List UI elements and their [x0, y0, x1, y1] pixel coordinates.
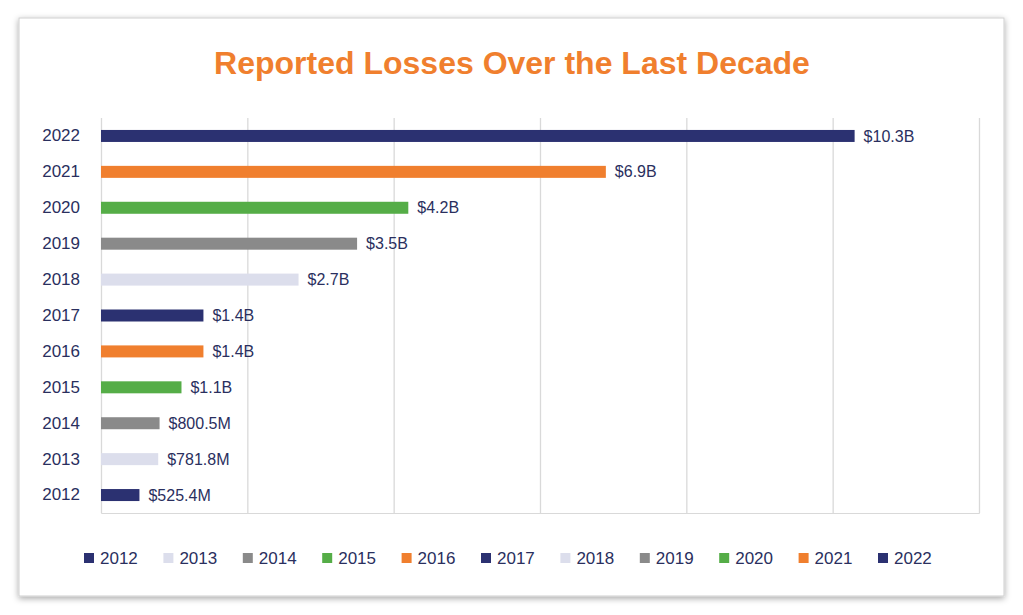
y-tick-label: 2020: [42, 198, 80, 217]
legend-label: 2021: [815, 549, 853, 568]
x-tick: [979, 118, 980, 513]
bar: [101, 130, 855, 142]
legend-swatch: [243, 553, 253, 563]
legend-swatch: [84, 553, 94, 563]
y-tick: 2019: [42, 234, 101, 253]
chart-title: Reported Losses Over the Last Decade: [214, 45, 810, 81]
x-tick: [686, 118, 687, 513]
legend-swatch: [799, 553, 809, 563]
bar: [101, 489, 139, 501]
y-tick: 2018: [42, 270, 101, 289]
legend-swatch: [481, 553, 491, 563]
x-axis: [102, 118, 980, 514]
data-label: $1.4B: [212, 343, 254, 360]
data-label: $781.8M: [167, 451, 229, 468]
y-tick: 2021: [42, 162, 101, 181]
y-tick-label: 2015: [42, 378, 80, 397]
legend-item: 2016: [402, 549, 456, 568]
y-tick: 2017: [42, 306, 101, 325]
legend-label: 2018: [576, 549, 614, 568]
legend-item: 2019: [640, 549, 694, 568]
legend-item: 2020: [719, 549, 773, 568]
data-label: $2.7B: [308, 271, 350, 288]
legend-label: 2015: [338, 549, 376, 568]
y-axis: 2012 2013 2014 2015 2016 2017 2018 2019 2020 2021…: [42, 126, 101, 504]
data-label: $6.9B: [615, 163, 657, 180]
data-label: $1.4B: [212, 307, 254, 324]
data-label: $10.3B: [864, 128, 915, 145]
legend-label: 2012: [100, 549, 138, 568]
y-tick-label: 2013: [42, 450, 80, 469]
legend-item: 2013: [163, 549, 217, 568]
data-label: $800.5M: [169, 415, 231, 432]
y-tick: 2013: [42, 450, 101, 469]
bar: [101, 166, 606, 178]
bar: [101, 453, 158, 465]
legend-swatch: [322, 553, 332, 563]
y-tick: 2016: [42, 342, 101, 361]
x-tick: [833, 118, 834, 513]
bars: [101, 130, 855, 501]
legend-swatch: [719, 553, 729, 563]
legend-label: 2013: [179, 549, 217, 568]
legend-label: 2014: [259, 549, 297, 568]
bar: [101, 238, 357, 250]
bar: [101, 417, 160, 429]
legend-swatch: [560, 553, 570, 563]
chart-canvas: Reported Losses Over the Last Decade 2012…: [0, 0, 1023, 615]
legend-label: 2017: [497, 549, 535, 568]
legend-item: 2021: [799, 549, 853, 568]
legend: 2012 2013 2014 2015 2016 2017 2018 2019 2020 2021…: [84, 549, 932, 568]
y-tick-label: 2012: [42, 485, 80, 504]
grid-line: [686, 118, 687, 513]
bar: [101, 310, 203, 322]
data-label: $525.4M: [148, 487, 210, 504]
data-label: $3.5B: [366, 235, 408, 252]
bar: [101, 345, 203, 357]
y-tick: 2020: [42, 198, 101, 217]
legend-swatch: [163, 553, 173, 563]
legend-item: 2022: [878, 549, 932, 568]
legend-item: 2015: [322, 549, 376, 568]
bar: [101, 202, 408, 214]
x-axis-line: [102, 118, 980, 514]
y-tick-label: 2018: [42, 270, 80, 289]
grid-line: [979, 118, 980, 513]
data-label: $4.2B: [417, 199, 459, 216]
legend-swatch: [878, 553, 888, 563]
y-tick: 2014: [42, 414, 101, 433]
y-tick-label: 2019: [42, 234, 80, 253]
legend-item: 2018: [560, 549, 614, 568]
legend-label: 2016: [418, 549, 456, 568]
legend-swatch: [640, 553, 650, 563]
legend-item: 2014: [243, 549, 297, 568]
y-tick: 2012: [42, 485, 101, 504]
y-tick-label: 2021: [42, 162, 80, 181]
data-label: $1.1B: [190, 379, 232, 396]
y-tick-label: 2016: [42, 342, 80, 361]
legend-item: 2017: [481, 549, 535, 568]
legend-label: 2022: [894, 549, 932, 568]
y-tick-label: 2022: [42, 126, 80, 145]
grid-line: [833, 118, 834, 513]
legend-item: 2012: [84, 549, 138, 568]
data-labels: $525.4M $781.8M $800.5M $1.1B $1.4B $1.4B $2.7…: [148, 128, 914, 504]
y-tick-label: 2017: [42, 306, 80, 325]
legend-label: 2020: [735, 549, 773, 568]
legend-label: 2019: [656, 549, 694, 568]
legend-swatch: [402, 553, 412, 563]
card: [19, 18, 1004, 596]
bar: [101, 274, 299, 286]
bar: [101, 381, 181, 393]
y-tick-label: 2014: [42, 414, 80, 433]
y-tick: 2015: [42, 378, 101, 397]
y-tick: 2022: [42, 126, 101, 145]
